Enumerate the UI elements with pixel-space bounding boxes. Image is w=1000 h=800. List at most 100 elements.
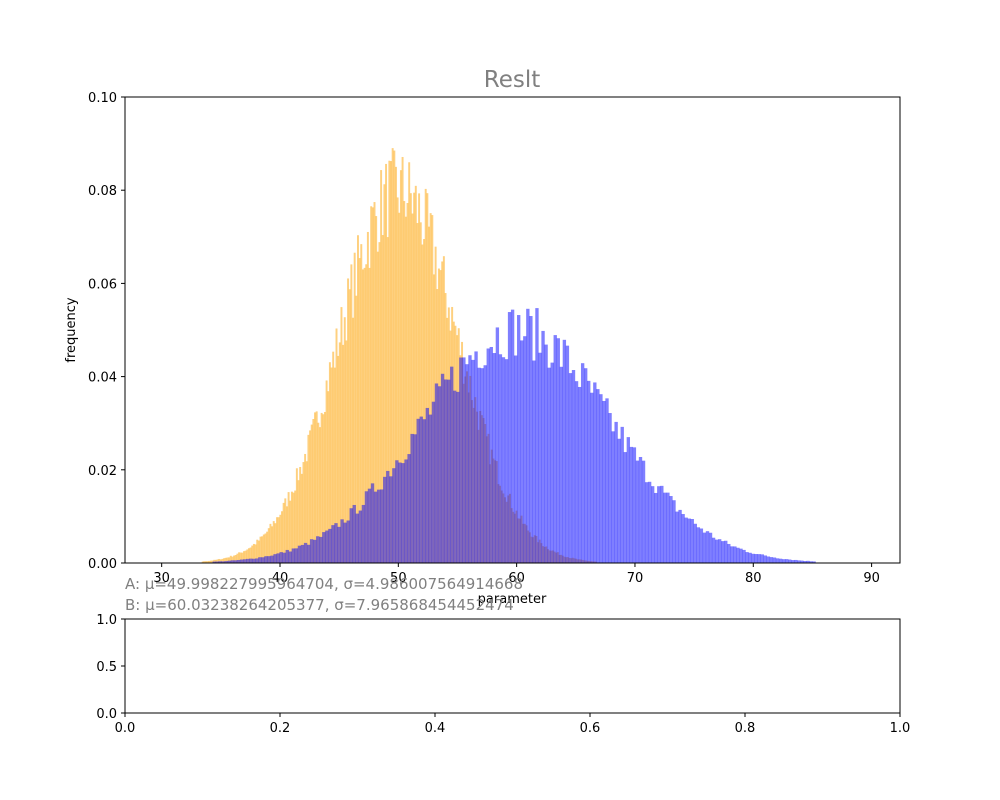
histogram-bar-b: [355, 513, 359, 563]
histogram-bar-a: [388, 160, 391, 563]
histogram-bar-b: [669, 496, 673, 563]
histogram-bar-b: [343, 522, 347, 563]
histogram-bar-b: [316, 536, 320, 563]
histogram-bar-b: [309, 539, 314, 563]
histogram-bar-b: [684, 517, 688, 563]
histogram-bar-a: [413, 192, 416, 563]
histogram-bar-a: [373, 202, 376, 563]
histogram-bar-b: [218, 561, 222, 563]
histogram-bar-b: [413, 434, 417, 563]
bottom-x-tick-label: 0.4: [425, 721, 446, 736]
histogram-bar-b: [748, 552, 752, 563]
histogram-bar-b: [812, 561, 816, 563]
histogram-bar-b: [568, 373, 573, 563]
histogram-bar-b: [708, 532, 713, 563]
histogram-bar-a: [244, 550, 247, 563]
histogram-bar-a: [338, 342, 341, 563]
histogram-bar-a: [219, 559, 222, 563]
histogram-bar-b: [596, 389, 600, 563]
histogram-bar-b: [666, 492, 670, 563]
histogram-bar-b: [468, 355, 472, 563]
histogram-bar-b: [660, 485, 664, 563]
histogram-bar-b: [632, 447, 637, 563]
histogram-bar-b: [434, 383, 439, 563]
histogram-bar-b: [398, 462, 402, 563]
histogram-bar-b: [453, 390, 457, 563]
histogram-bar-a: [314, 412, 317, 563]
histogram-bar-a: [297, 480, 300, 563]
bottom-y-tick-label: 0.5: [96, 660, 117, 675]
histogram-bar-a: [252, 543, 255, 563]
histogram-bar-b: [273, 554, 277, 563]
histogram-bar-b: [288, 551, 292, 563]
bottom-y-tick-label: 0.0: [96, 707, 117, 722]
histogram-bar-a: [383, 184, 386, 564]
histogram-bar-a: [214, 559, 217, 563]
histogram-bar-a: [281, 511, 283, 563]
histogram-bar-a: [223, 558, 226, 563]
histogram-bar-b: [249, 558, 253, 563]
histogram-bar-b: [553, 335, 557, 563]
histogram-bar-b: [580, 363, 585, 563]
histogram-bar-b: [535, 308, 539, 563]
x-tick-label: 70: [627, 571, 644, 586]
histogram-bar-a: [309, 430, 312, 563]
bottom-x-tick-label: 1.0: [890, 721, 911, 736]
histogram-bar-a: [390, 161, 392, 564]
histogram-bar-b: [797, 560, 801, 563]
x-tick-label: 80: [745, 571, 762, 586]
histogram-bar-a: [327, 391, 330, 563]
histogram-bar-b: [513, 355, 518, 563]
histogram-bar-b: [364, 491, 369, 563]
bottom-y-tick-label: 1.0: [96, 613, 117, 628]
histogram-bar-b: [529, 316, 533, 563]
histogram-bar-b: [550, 362, 554, 563]
histogram-bar-a: [277, 517, 280, 563]
histogram-bar-a: [307, 434, 310, 563]
histogram-bar-a: [337, 355, 340, 563]
x-tick-label: 90: [863, 571, 880, 586]
histogram-bar-a: [226, 557, 229, 563]
histogram-bar-a: [224, 557, 227, 563]
histogram-bar-b: [711, 537, 716, 563]
histogram-bar-a: [269, 523, 272, 563]
histogram-bar-b: [477, 367, 481, 563]
histogram-bar-b: [791, 560, 795, 563]
histogram-bar-b: [760, 554, 764, 563]
histogram-bar-b: [745, 552, 749, 563]
histogram-bar-b: [574, 381, 579, 563]
histogram-bar-b: [422, 419, 426, 563]
histogram-bar-a: [319, 427, 321, 563]
histogram-bar-b: [236, 559, 241, 563]
histogram-bar-a: [292, 492, 295, 563]
histogram-bar-b: [672, 500, 676, 563]
histogram-bar-a: [360, 244, 363, 564]
histogram-bar-a: [203, 561, 206, 563]
histogram-bar-a: [282, 502, 285, 563]
bottom-y-axis-ticks: 0.0 0.5 1.0: [96, 613, 125, 722]
histogram-bar-a: [328, 362, 331, 563]
histogram-bar-b: [376, 489, 381, 563]
histogram-bar-b: [480, 368, 484, 563]
histogram-bar-b: [769, 557, 774, 563]
histogram-bar-b: [443, 379, 448, 563]
x-axis-ticks: 30 40 50 60 70 80 90: [153, 563, 880, 586]
histogram-bar-a: [431, 215, 434, 563]
histogram-bar-a: [206, 561, 209, 563]
histogram-bar-b: [772, 557, 777, 563]
histogram-bar-a: [378, 242, 381, 563]
histogram-bar-b: [593, 382, 597, 563]
histogram-bar-b: [517, 315, 521, 563]
histogram-bar-b: [705, 531, 710, 563]
histogram-bar-a: [304, 453, 307, 563]
histogram-bar-a: [256, 539, 259, 563]
histogram-bar-a: [300, 473, 303, 563]
histogram-bar-b: [419, 416, 423, 563]
histogram-bar-b: [261, 557, 265, 563]
histogram-bar-a: [361, 269, 364, 563]
histogram-bar-a: [201, 561, 204, 563]
histogram-bar-b: [489, 346, 493, 563]
histogram-bar-a: [406, 203, 409, 563]
histogram-bar-a: [294, 490, 297, 563]
